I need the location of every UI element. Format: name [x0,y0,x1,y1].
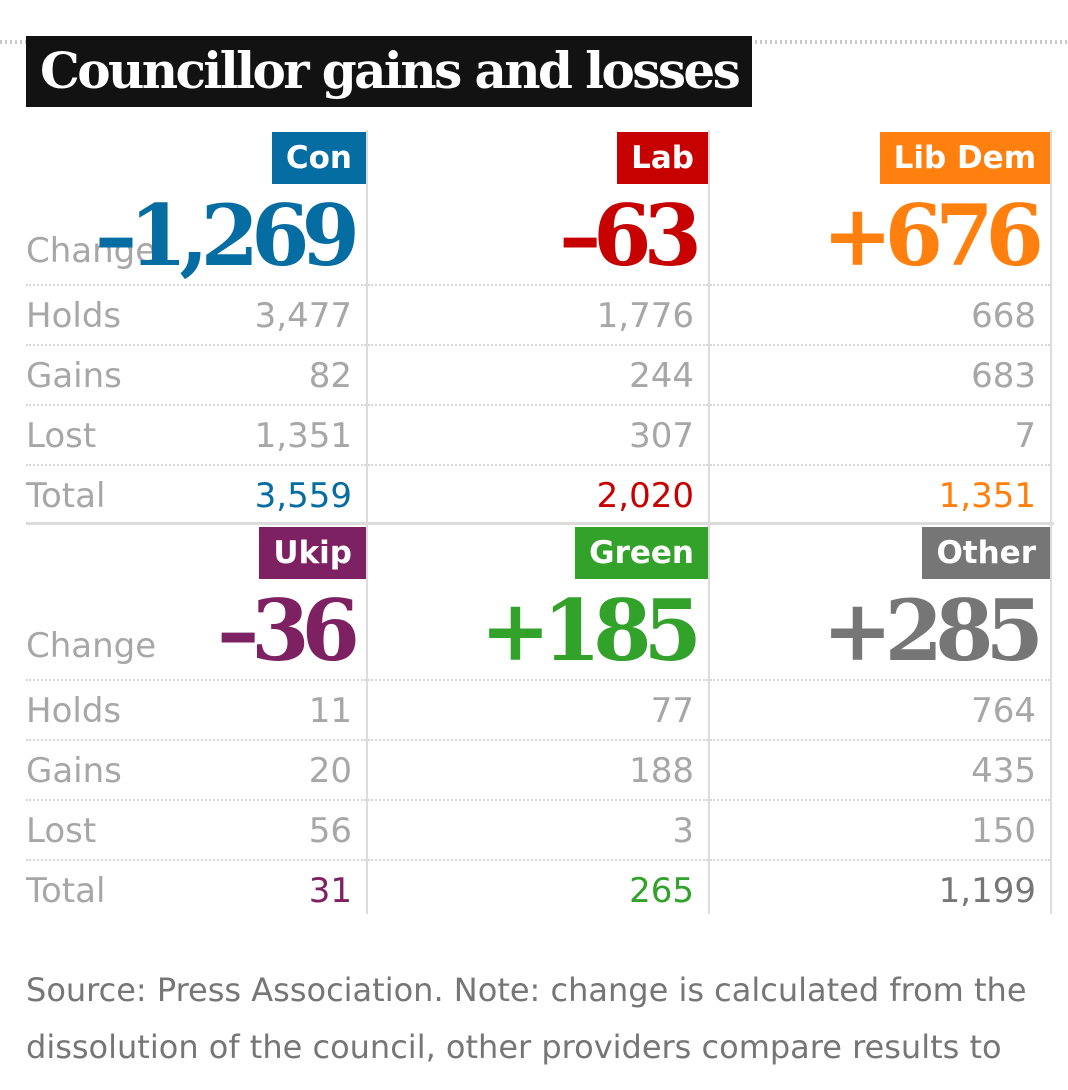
change-cell-lib-dem: +676 [710,184,1050,285]
party-label-lib-dem: Lib Dem [879,132,1050,184]
total-cell-con: 3,559 [26,464,366,524]
gains-value-lib-dem: 683 [971,356,1036,396]
lost-value-green: 3 [672,811,694,851]
change-cell-other: +285 [710,579,1050,680]
change-value-con: –1,269 [94,186,360,285]
total-value-other: 1,199 [938,871,1036,911]
party-column-ukip: Ukip –36 11 20 56 31 [26,525,368,914]
holds-cell-ukip: 11 [26,679,366,739]
holds-value-ukip: 11 [308,691,352,731]
total-cell-other: 1,199 [710,859,1050,919]
total-value-lab: 2,020 [596,476,694,516]
holds-value-con: 3,477 [254,296,352,336]
lost-cell-lab: 307 [368,404,708,464]
party-column-other: Other +285 764 435 150 1,199 [710,525,1052,914]
lost-cell-green: 3 [368,799,708,859]
source-footnote: Source: Press Association. Note: change … [26,971,1027,1066]
party-column-green: Green +185 77 188 3 265 [368,525,710,914]
party-column-lab: Lab –63 1,776 244 307 2,020 [368,130,710,522]
lost-cell-ukip: 56 [26,799,366,859]
gains-value-con: 82 [308,356,352,396]
total-value-lib-dem: 1,351 [938,476,1036,516]
row-label-text: Lost [26,811,97,851]
party-column-lib-dem: Lib Dem +676 668 683 7 1,351 [710,130,1052,522]
gains-value-lab: 244 [629,356,694,396]
lost-cell-lib-dem: 7 [710,404,1050,464]
lost-value-lab: 307 [629,416,694,456]
row-label-column: Change Holds Gains Lost Total [26,525,366,914]
gains-cell-ukip: 20 [26,739,366,799]
results-block-top: Change Holds Gains Lost Total Con –1,269 3,477 8… [26,130,1054,522]
row-label-text: Gains [26,751,122,791]
holds-cell-other: 764 [710,679,1050,739]
gains-value-other: 435 [971,751,1036,791]
gains-value-ukip: 20 [308,751,352,791]
gains-value-green: 188 [629,751,694,791]
holds-value-lab: 1,776 [596,296,694,336]
gains-cell-green: 188 [368,739,708,799]
holds-cell-con: 3,477 [26,284,366,344]
total-value-green: 265 [629,871,694,911]
lost-value-con: 1,351 [254,416,352,456]
change-value-other: +285 [822,581,1044,680]
total-value-con: 3,559 [254,476,352,516]
holds-cell-lab: 1,776 [368,284,708,344]
change-value-green: +185 [480,581,702,680]
lost-cell-con: 1,351 [26,404,366,464]
change-cell-con: –1,269 [26,184,366,285]
party-label-green: Green [575,527,708,579]
row-label-text: Holds [26,691,122,731]
total-value-ukip: 31 [308,871,352,911]
change-value-lib-dem: +676 [822,186,1044,285]
holds-cell-lib-dem: 668 [710,284,1050,344]
change-cell-ukip: –36 [26,579,366,680]
lost-value-lib-dem: 7 [1014,416,1036,456]
change-cell-lab: –63 [368,184,708,285]
change-value-lab: –63 [559,186,702,285]
gains-cell-con: 82 [26,344,366,404]
row-label-text: Change [26,231,157,271]
chart-title: Councillor gains and losses [26,36,753,107]
row-label-text: Gains [26,356,122,396]
row-label-text: Holds [26,296,122,336]
results-table: Change Holds Gains Lost Total Con –1,269 3,477 8… [26,130,1054,914]
row-label-change: Change [26,613,366,679]
party-label-lab: Lab [617,132,708,184]
row-label-text: Change [26,626,157,666]
row-label-text: Total [26,871,106,911]
lost-cell-other: 150 [710,799,1050,859]
total-cell-lab: 2,020 [368,464,708,524]
holds-value-lib-dem: 668 [971,296,1036,336]
lost-value-other: 150 [971,811,1036,851]
party-label-ukip: Ukip [259,527,366,579]
party-label-other: Other [922,527,1050,579]
total-cell-green: 265 [368,859,708,919]
total-cell-ukip: 31 [26,859,366,919]
holds-value-green: 77 [650,691,694,731]
holds-cell-green: 77 [368,679,708,739]
party-column-con: Con –1,269 3,477 82 1,351 3,559 [26,130,368,522]
row-label-text: Lost [26,416,97,456]
holds-value-other: 764 [971,691,1036,731]
gains-cell-lib-dem: 683 [710,344,1050,404]
row-label-text: Total [26,476,106,516]
change-value-ukip: –36 [217,581,360,680]
gains-cell-other: 435 [710,739,1050,799]
party-label-con: Con [271,132,366,184]
change-cell-green: +185 [368,579,708,680]
total-cell-lib-dem: 1,351 [710,464,1050,524]
row-label-change: Change [26,218,366,284]
gains-cell-lab: 244 [368,344,708,404]
results-block-bottom: Change Holds Gains Lost Total Ukip –36 11 20 56 31… [26,522,1054,914]
lost-value-ukip: 56 [308,811,352,851]
